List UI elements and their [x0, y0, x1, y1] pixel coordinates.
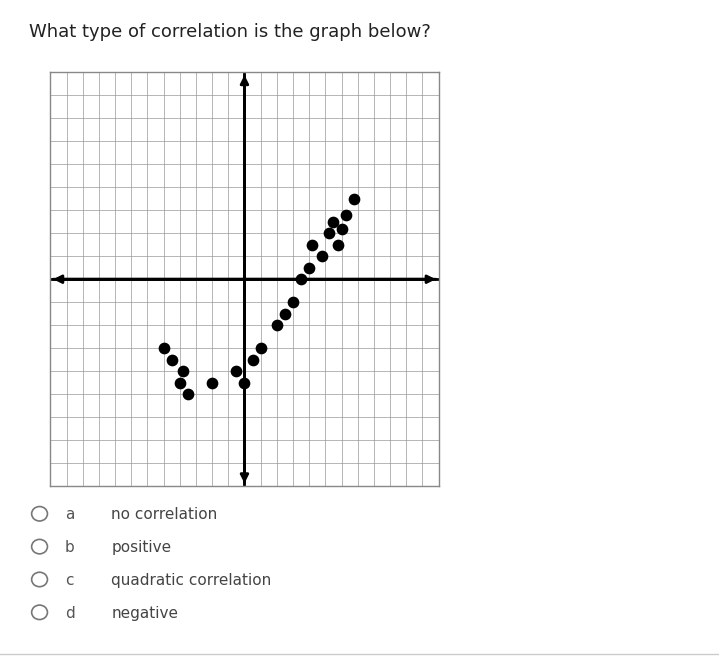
Point [231, 366, 242, 376]
Text: What type of correlation is the graph below?: What type of correlation is the graph be… [29, 23, 431, 41]
Point [336, 223, 347, 234]
Point [178, 366, 189, 376]
Point [316, 251, 328, 261]
Point [341, 210, 352, 220]
Point [206, 377, 218, 388]
Point [307, 240, 319, 250]
Point [279, 309, 290, 319]
Text: d: d [65, 606, 75, 621]
Text: no correlation: no correlation [111, 507, 218, 522]
Text: b: b [65, 540, 75, 555]
Point [239, 377, 250, 388]
Text: a: a [65, 507, 74, 522]
Point [182, 389, 193, 399]
Point [247, 355, 258, 365]
Text: positive: positive [111, 540, 172, 555]
Text: negative: negative [111, 606, 178, 621]
Point [158, 343, 170, 353]
Point [349, 194, 360, 204]
Text: c: c [65, 573, 73, 588]
Text: quadratic correlation: quadratic correlation [111, 573, 272, 588]
Point [328, 217, 339, 227]
Point [288, 297, 299, 307]
Point [296, 274, 307, 284]
Point [333, 240, 344, 250]
Point [303, 263, 315, 273]
Point [271, 320, 283, 330]
Point [166, 355, 178, 365]
Point [255, 343, 267, 353]
Point [323, 228, 334, 238]
Point [174, 377, 186, 388]
